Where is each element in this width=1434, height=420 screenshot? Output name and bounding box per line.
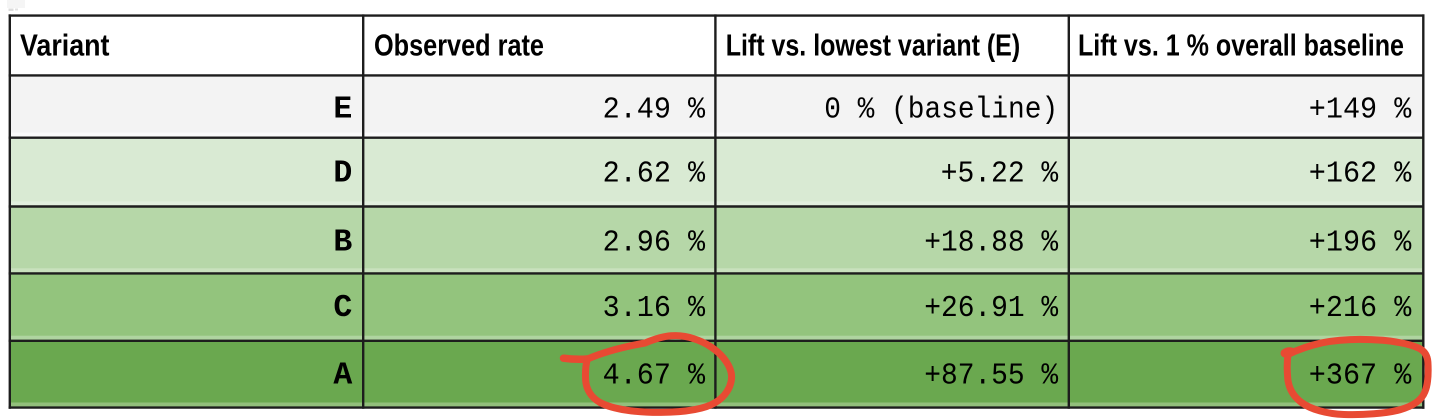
svg-text:E: E (333, 93, 352, 128)
svg-text:3.16 %: 3.16 % (603, 291, 706, 326)
svg-text:Lift vs. lowest variant (E): Lift vs. lowest variant (E) (726, 28, 1021, 62)
svg-text:Lift vs. 1 % overall baseline: Lift vs. 1 % overall baseline (1078, 28, 1404, 62)
svg-text:D: D (333, 157, 352, 192)
svg-text:+5.22 %: +5.22 % (941, 157, 1059, 192)
svg-text:Observed rate: Observed rate (374, 28, 544, 62)
svg-text:+162 %: +162 % (1309, 157, 1412, 192)
svg-text:A: A (333, 359, 352, 394)
svg-text:Variant: Variant (20, 28, 110, 62)
svg-text:B: B (333, 226, 352, 261)
svg-text:+216 %: +216 % (1309, 291, 1412, 326)
svg-text:+26.91 %: +26.91 % (924, 291, 1058, 326)
svg-text:+196 %: +196 % (1309, 226, 1412, 261)
svg-text:C: C (333, 291, 352, 326)
svg-text:+367 %: +367 % (1309, 359, 1412, 394)
svg-text:4.67 %: 4.67 % (603, 359, 706, 394)
svg-text:0 % (baseline): 0 % (baseline) (824, 93, 1058, 128)
svg-text:+149 %: +149 % (1309, 93, 1412, 128)
svg-text:+87.55 %: +87.55 % (924, 359, 1058, 394)
svg-text:2.96 %: 2.96 % (603, 226, 706, 261)
svg-text:2.49 %: 2.49 % (603, 93, 706, 128)
svg-text:+18.88 %: +18.88 % (924, 226, 1058, 261)
svg-text:2.62 %: 2.62 % (603, 157, 706, 192)
